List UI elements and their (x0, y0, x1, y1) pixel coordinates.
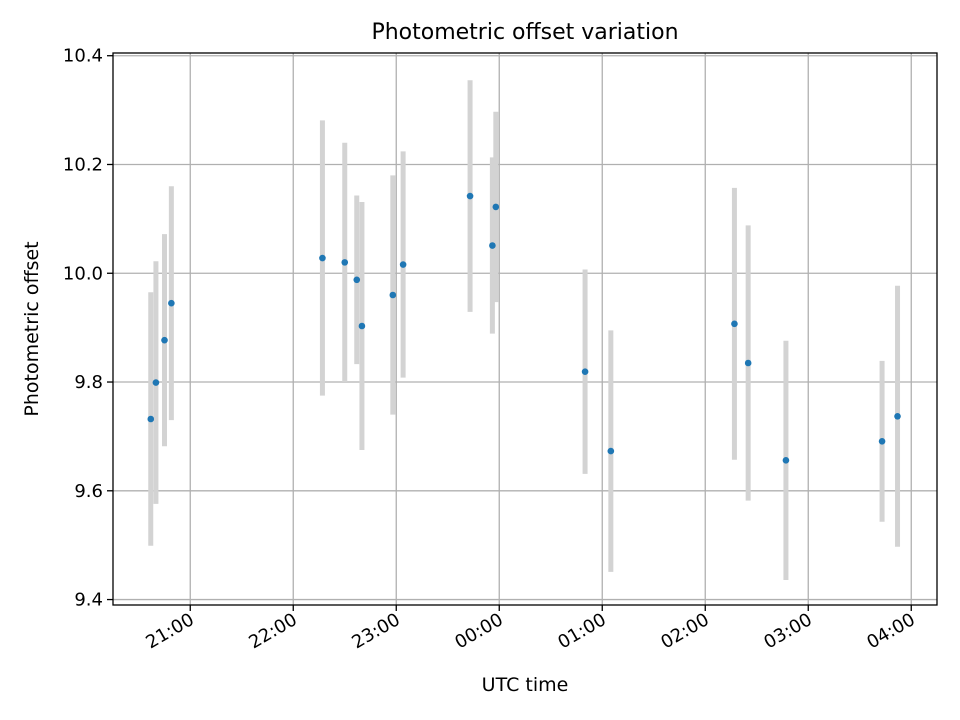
data-point (353, 276, 361, 284)
y-tick-label: 9.8 (74, 372, 103, 393)
data-point (607, 447, 615, 455)
data-point (489, 242, 496, 249)
grid (113, 53, 937, 605)
data-point (389, 291, 397, 299)
data-point (466, 192, 474, 200)
data-point (147, 415, 155, 423)
data-point (358, 322, 366, 330)
data-point (492, 203, 500, 211)
data-points (147, 192, 901, 464)
data-point (161, 336, 168, 344)
data-point (341, 259, 349, 266)
y-tick-label: 9.6 (74, 481, 103, 502)
data-point (399, 261, 407, 268)
y-tick-label: 10.2 (63, 154, 103, 175)
data-point (319, 254, 326, 262)
y-tick-label: 9.4 (74, 590, 103, 611)
data-point (744, 359, 752, 367)
data-point (581, 368, 589, 375)
y-axis-label: Photometric offset (21, 241, 43, 416)
data-point (878, 438, 886, 445)
data-point (894, 412, 901, 420)
data-point (782, 457, 790, 464)
data-point (168, 299, 175, 307)
y-tick-label: 10.0 (63, 263, 103, 284)
y-tick-label: 10.4 (63, 46, 103, 67)
data-point (152, 379, 160, 386)
data-point (731, 320, 738, 328)
x-axis-label: UTC time (482, 674, 569, 696)
plot-area-frame (112, 52, 938, 606)
chart-title: Photometric offset variation (371, 20, 678, 45)
